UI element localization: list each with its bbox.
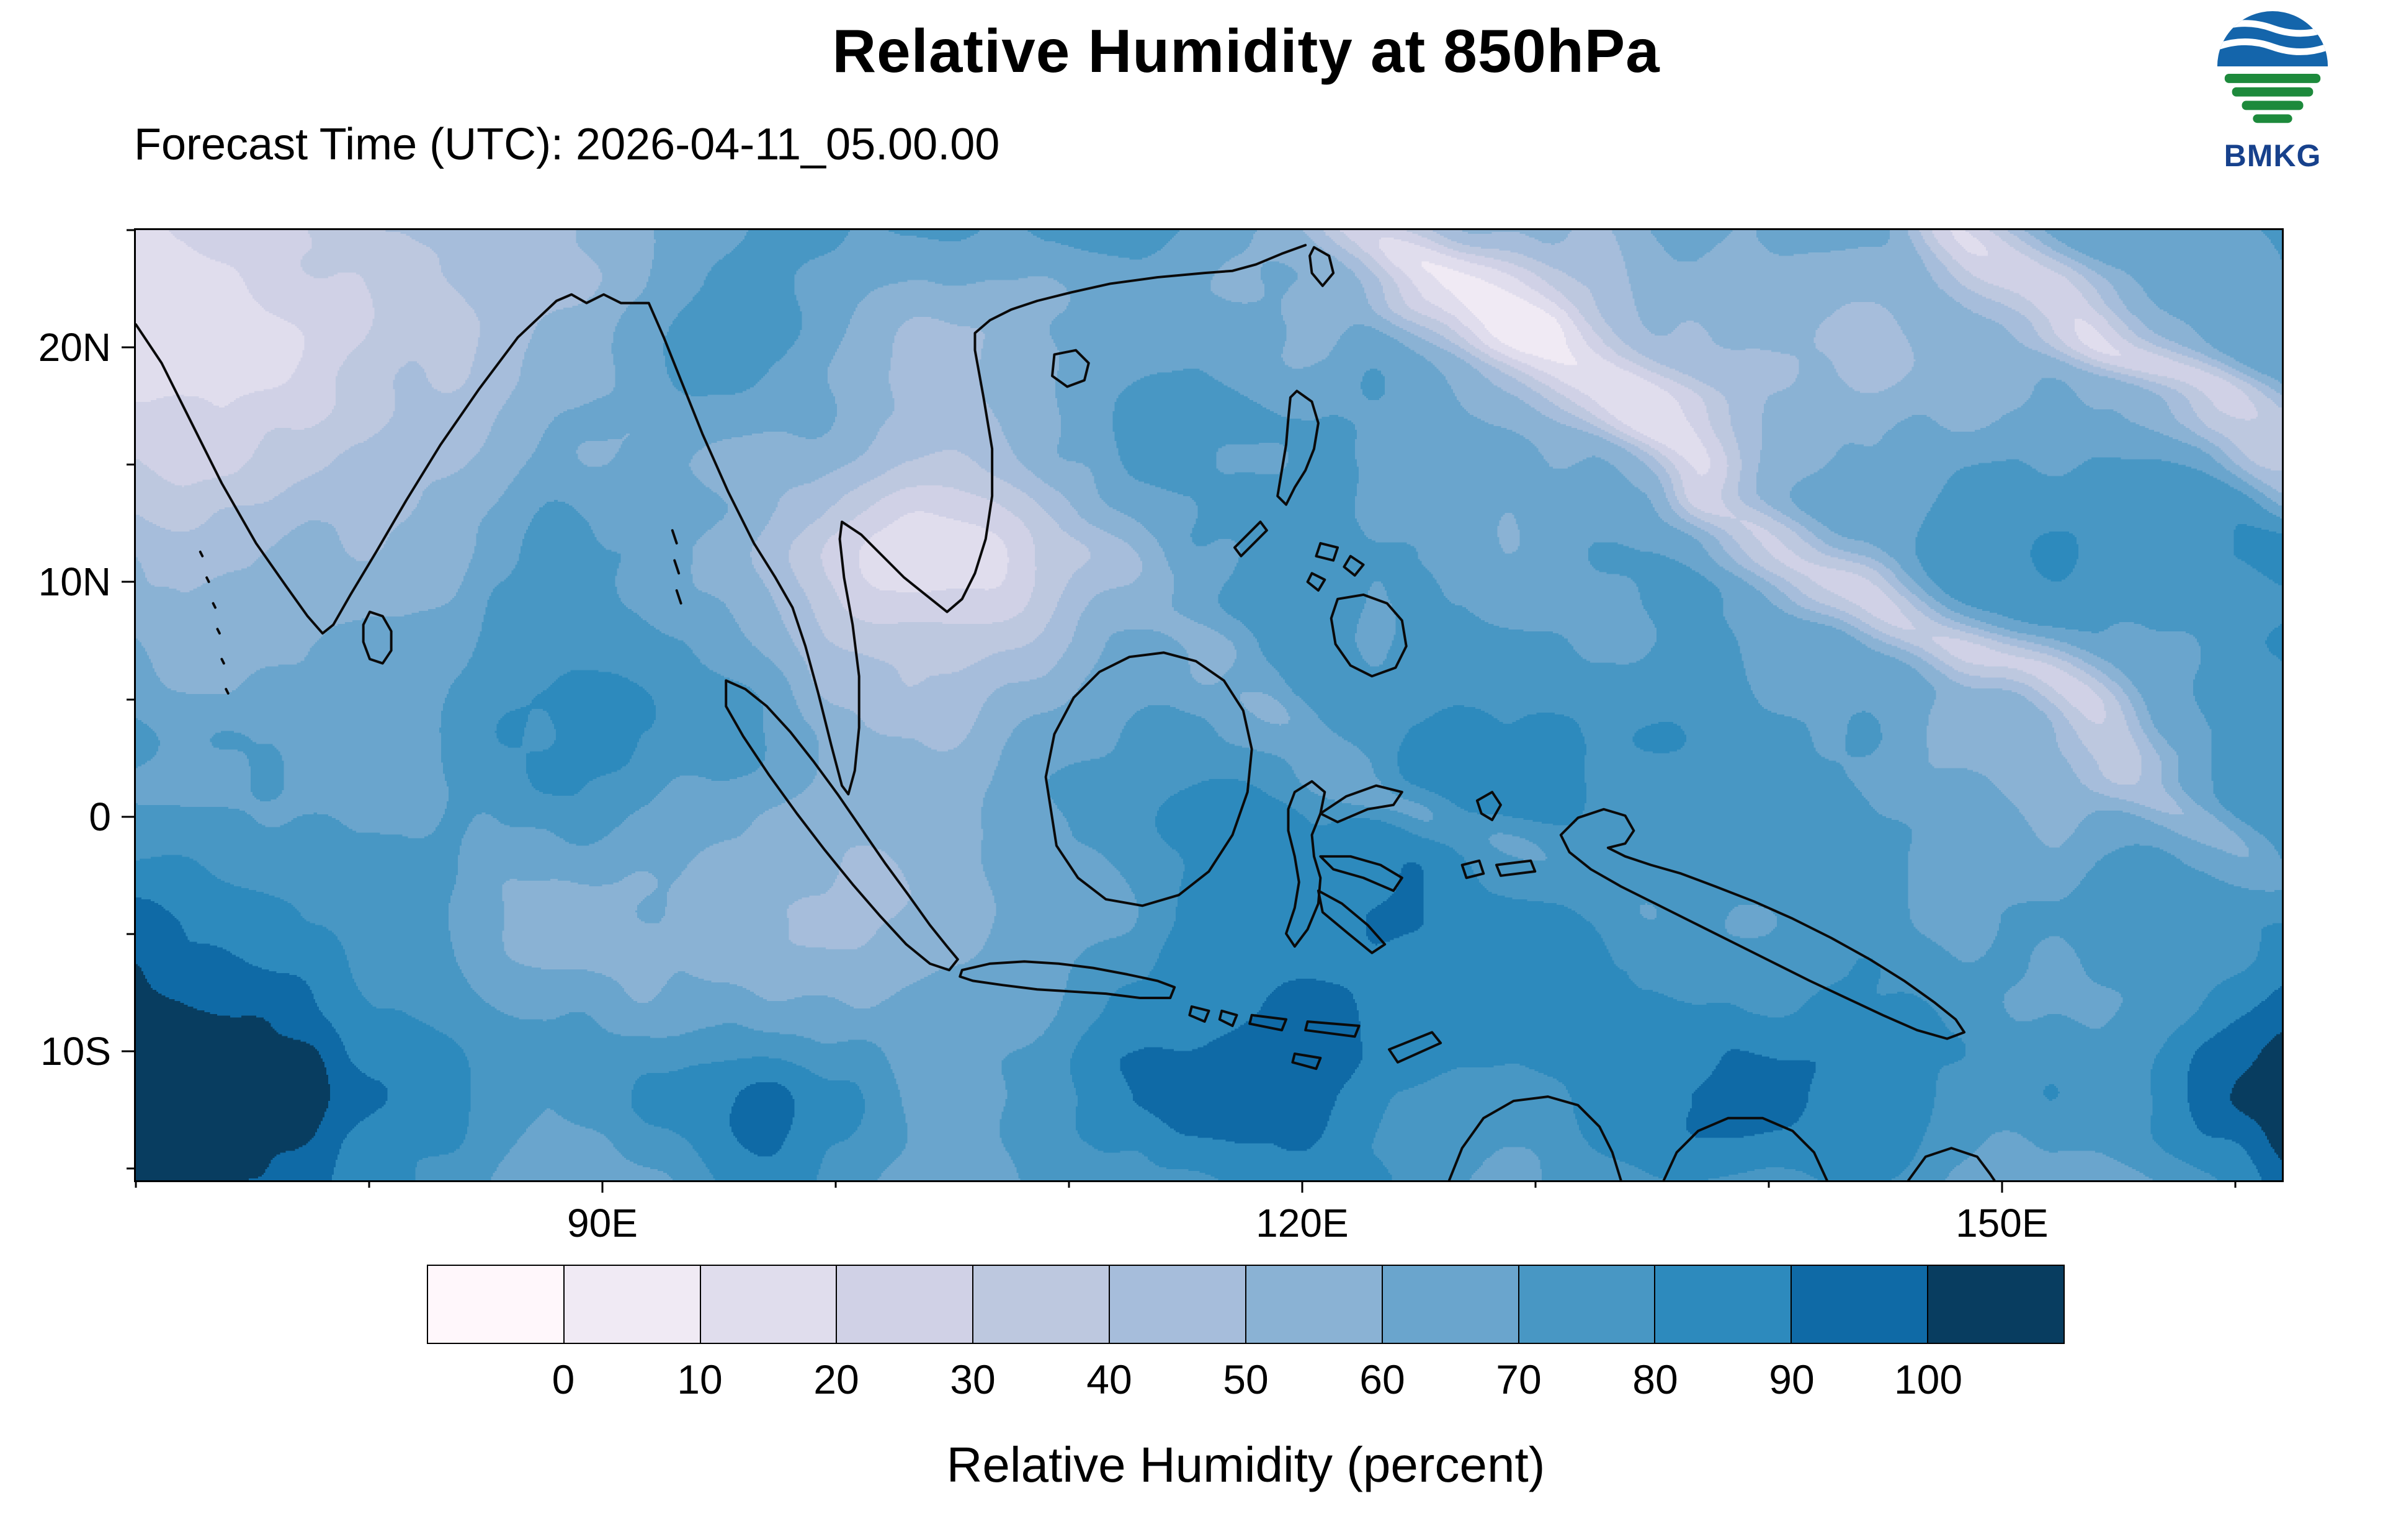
coastline-path	[1317, 784, 1403, 955]
colorbar-tick-label: 70	[1496, 1356, 1542, 1402]
y-axis-minor-tick	[127, 1167, 134, 1170]
y-axis-minor-tick	[127, 229, 134, 231]
coastline-path	[1285, 780, 1326, 948]
coastline-path	[1460, 791, 1537, 879]
coastline-path	[959, 960, 1176, 1000]
colorbar-segment	[1110, 1266, 1246, 1343]
coastline-path	[1308, 246, 1335, 287]
coastline-path	[1044, 651, 1253, 907]
x-axis-minor-tick	[1068, 1180, 1070, 1188]
bmkg-logo-text: BMKG	[2224, 138, 2322, 173]
y-axis-tick	[122, 581, 134, 583]
coastline-path	[1306, 541, 1365, 592]
coastline-path	[199, 529, 682, 695]
coastline-path	[1188, 1005, 1442, 1070]
bmkg-logo-icon	[2217, 11, 2328, 123]
y-axis-label: 10N	[38, 559, 111, 605]
x-axis-minor-tick	[2234, 1180, 2237, 1188]
y-axis-tick	[122, 346, 134, 349]
colorbar-segment	[837, 1266, 974, 1343]
colorbar-segment	[428, 1266, 565, 1343]
humidity-field-canvas	[136, 230, 2282, 1180]
x-axis-label: 150E	[1956, 1201, 2049, 1245]
colorbar-tick-label: 40	[1086, 1356, 1132, 1402]
x-axis-minor-tick	[1534, 1180, 1537, 1188]
x-axis-minor-tick	[135, 1180, 137, 1188]
colorbar-segment	[973, 1266, 1111, 1343]
coastline-path	[1330, 593, 1408, 678]
coastline-path	[1447, 1095, 1996, 1180]
x-axis-label: 90E	[567, 1201, 638, 1245]
colorbar-tick-label: 50	[1223, 1356, 1269, 1402]
colorbar-tick-label: 10	[677, 1356, 723, 1402]
x-axis-minor-tick	[1768, 1180, 1770, 1188]
x-axis-tick	[1301, 1180, 1303, 1193]
colorbar-tick-label: 20	[813, 1356, 859, 1402]
coastline-path	[1051, 349, 1090, 388]
colorbar-segment	[1655, 1266, 1792, 1343]
x-axis-tick	[2001, 1180, 2003, 1193]
colorbar-tick-label: 30	[950, 1356, 996, 1402]
coastline-path	[362, 610, 393, 665]
colorbar-segment	[1246, 1266, 1383, 1343]
bmkg-logo: BMKG	[2198, 10, 2347, 174]
x-axis-tick	[601, 1180, 604, 1193]
colorbar-tick-label: 60	[1359, 1356, 1405, 1402]
y-axis-tick	[122, 816, 134, 818]
colorbar-tick-label: 80	[1632, 1356, 1678, 1402]
colorbar-tick-label: 100	[1893, 1356, 1963, 1402]
y-axis-tick	[122, 1050, 134, 1053]
y-axis-minor-tick	[127, 933, 134, 935]
colorbar-segment	[564, 1266, 701, 1343]
coastline-path	[1276, 389, 1320, 506]
x-axis-minor-tick	[368, 1180, 370, 1188]
y-axis-minor-tick	[127, 698, 134, 701]
humidity-map: 20N 10N 0 10S 90E 120E 150E	[38, 228, 2284, 1245]
x-axis-label: 120E	[1256, 1201, 1349, 1245]
colorbar	[427, 1265, 2065, 1344]
colorbar-segment	[1792, 1266, 1929, 1343]
colorbar-segment	[1382, 1266, 1519, 1343]
coastlines-overlay	[136, 244, 1996, 1180]
colorbar-labels: 0 10 20 30 40 50 60 70 80 90 100	[427, 1356, 2065, 1405]
coastline-path	[1233, 520, 1268, 558]
y-axis-label: 0	[89, 794, 111, 839]
colorbar-segment	[700, 1266, 838, 1343]
y-axis-label: 10S	[40, 1028, 111, 1074]
coastline-path	[1559, 808, 1966, 1040]
y-axis-minor-tick	[127, 463, 134, 466]
page-title: Relative Humidity at 850hPa	[832, 17, 1660, 85]
coastline-path	[136, 244, 1307, 796]
x-axis-minor-tick	[834, 1180, 837, 1188]
colorbar-tick-label: 90	[1769, 1356, 1815, 1402]
forecast-time: Forecast Time (UTC): 2026-04-11_05.00.00	[134, 120, 1000, 169]
colorbar-tick-label: 0	[552, 1356, 575, 1402]
colorbar-caption: Relative Humidity (percent)	[946, 1437, 1545, 1492]
coastline-path	[725, 679, 959, 972]
y-axis-label: 20N	[38, 325, 111, 370]
colorbar-segment	[1928, 1266, 2063, 1343]
colorbar-segment	[1519, 1266, 1656, 1343]
